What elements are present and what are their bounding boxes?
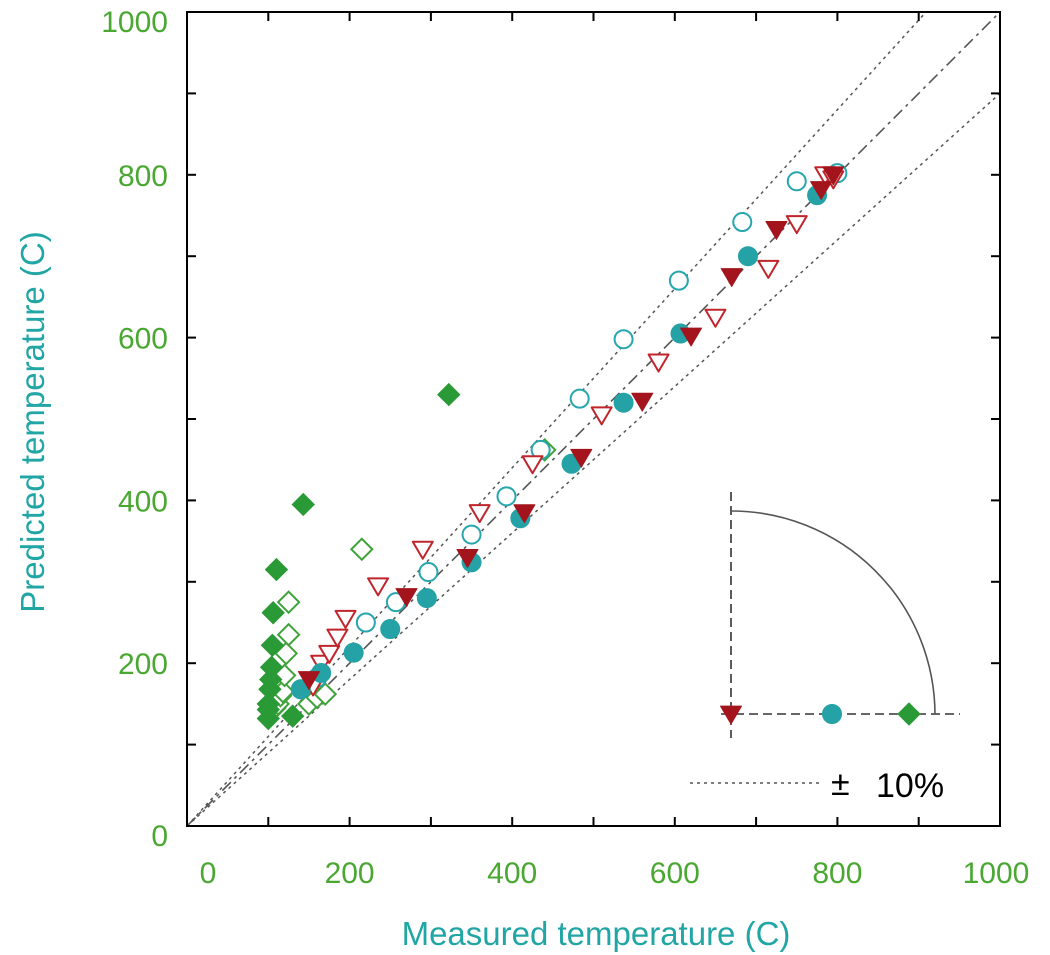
y-tick-label: 400 <box>118 485 168 518</box>
data-point-open-triangle-down <box>411 540 434 560</box>
data-point-open-circle <box>732 212 753 233</box>
data-point-open-triangle-down <box>785 215 808 235</box>
data-point-open-circle <box>668 270 689 291</box>
data-point-filled-triangle-down <box>456 549 479 568</box>
data-point-filled-circle <box>613 392 634 413</box>
data-point-open-circle <box>786 171 807 192</box>
data-point-filled-triangle-down <box>395 588 418 607</box>
y-tick-label: 1000 <box>101 6 168 39</box>
reference-line-plus-10-percent <box>187 12 928 826</box>
inset-triangle-marker <box>720 705 742 725</box>
data-point-open-circle <box>418 562 439 583</box>
x-tick-label: 200 <box>325 857 375 890</box>
data-point-filled-diamond <box>291 492 315 517</box>
series-filled-triangle-down <box>297 166 845 690</box>
data-point-open-circle <box>613 329 634 350</box>
x-tick-label: 400 <box>487 857 537 890</box>
data-point-filled-triangle-down <box>680 327 703 347</box>
data-point-open-triangle-down <box>367 577 390 597</box>
data-point-open-circle <box>496 486 517 507</box>
data-point-open-triangle-down <box>590 406 613 426</box>
series-open-circle <box>307 163 848 688</box>
x-tick-label: 1000 <box>963 857 1030 890</box>
data-point-filled-circle <box>737 246 758 267</box>
legend-plus-minus: ± <box>831 765 850 803</box>
data-point-open-triangle-down <box>326 628 349 648</box>
data-point-open-diamond <box>276 622 301 647</box>
data-point-filled-triangle-down <box>822 166 845 186</box>
data-point-filled-circle <box>380 619 401 640</box>
data-point-filled-circle <box>343 642 364 663</box>
y-tick-label: 600 <box>118 323 168 356</box>
inset-schematic <box>720 492 960 738</box>
series-filled-diamond <box>256 382 461 731</box>
axis-ticks <box>187 12 1000 826</box>
data-point-filled-triangle-down <box>810 181 833 200</box>
inset-circle-marker <box>822 704 842 724</box>
data-point-filled-diamond <box>437 382 461 407</box>
legend: ±10% <box>690 765 944 805</box>
tick-labels: 0 200 400 600 800 1000 0 200 400 600 800 1000 <box>101 6 1029 890</box>
series-open-diamond <box>262 438 557 720</box>
data-point-filled-triangle-down <box>765 220 788 240</box>
data-point-open-circle <box>461 524 482 545</box>
data-point-filled-triangle-down <box>297 671 320 690</box>
x-tick-label: 600 <box>650 857 700 890</box>
data-point-open-triangle-down <box>704 308 727 328</box>
data-point-filled-diamond <box>256 692 281 716</box>
data-point-filled-diamond <box>261 601 285 625</box>
reference-line-minus-10-percent <box>187 92 1000 826</box>
data-point-filled-circle <box>416 588 437 609</box>
data-point-open-circle <box>569 388 590 409</box>
x-axis-title: Measured temperature (C) <box>402 915 791 952</box>
series-open-triangle-down <box>302 166 845 697</box>
data-point-filled-triangle-down <box>570 448 593 468</box>
reference-lines <box>187 12 1000 826</box>
data-point-filled-triangle-down <box>631 392 654 412</box>
x-tick-label: 0 <box>200 857 217 890</box>
data-point-open-circle <box>355 612 376 633</box>
legend-tolerance-value: 10% <box>876 767 944 805</box>
y-tick-label: 800 <box>118 160 168 193</box>
data-point-filled-triangle-down <box>720 268 743 288</box>
data-point-filled-triangle-down <box>513 504 536 524</box>
data-point-open-triangle-down <box>521 455 544 475</box>
data-point-open-triangle-down <box>318 644 341 664</box>
data-point-open-triangle-down <box>757 259 780 279</box>
data-point-filled-diamond <box>280 704 305 728</box>
data-point-open-triangle-down <box>647 353 670 373</box>
data-point-filled-diamond <box>260 633 285 657</box>
x-tick-label: 800 <box>812 857 862 890</box>
y-tick-label: 0 <box>151 820 168 853</box>
data-point-filled-diamond <box>259 655 284 679</box>
data-point-open-diamond <box>313 682 338 707</box>
reference-line-identity <box>187 12 1000 826</box>
data-point-open-diamond <box>276 590 301 615</box>
data-point-filled-diamond <box>264 557 289 582</box>
data-point-open-triangle-down <box>468 504 491 524</box>
y-tick-label: 200 <box>118 648 168 681</box>
inset-arc <box>730 510 936 715</box>
data-point-open-triangle-down <box>334 609 357 629</box>
data-point-open-diamond <box>349 537 374 562</box>
y-axis-title: Predicted temperature (C) <box>14 231 51 612</box>
inset-diamond-marker <box>897 702 921 726</box>
